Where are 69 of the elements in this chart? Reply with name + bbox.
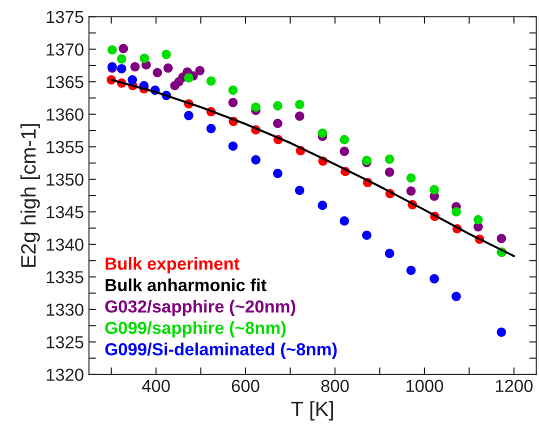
point [251,102,260,112]
point [228,86,238,95]
point [206,76,216,86]
point [452,207,461,216]
point [195,66,205,76]
text: G099/Si-delaminated (~8nm) [105,342,337,359]
point [118,44,128,54]
point [294,186,304,196]
point [116,64,126,74]
point [318,200,328,210]
point [163,63,173,73]
point [294,112,304,121]
point [496,234,506,244]
point [228,141,238,151]
point [452,292,461,302]
y-tick-label: 1345 [46,206,84,218]
x-tick-label: 1200 [496,380,533,392]
point [152,68,162,78]
y-tick-label: 1325 [46,336,84,348]
y-tick-label: 1335 [46,271,84,284]
y-tick-label: 1360 [46,108,84,121]
point [318,128,328,138]
point [384,154,394,164]
x-tick-label: 1000 [406,380,444,392]
y-tick-label: 1355 [46,140,84,154]
point [406,173,416,183]
y-tick-label: 1365 [46,76,84,88]
point [294,100,304,110]
point [430,185,439,194]
point [430,274,439,284]
y-axis-title: E2g high [cm-1] [20,124,40,267]
point [496,328,506,337]
text: Bulk anharmonic fit [106,278,266,292]
point [362,230,372,240]
x-tick-label: 400 [142,380,170,392]
point [228,98,238,108]
point [273,118,282,128]
point [184,73,194,82]
y-tick-label: 1375 [46,10,84,24]
y-tick-label: 1350 [46,173,84,186]
point [340,146,350,156]
point [184,110,194,120]
point [273,168,282,178]
point [384,248,394,258]
point [128,75,137,84]
x-tick-label: 800 [321,380,349,392]
point [384,167,394,177]
point [406,186,416,196]
text: G099/sapphire (~8nm) [105,321,286,338]
point [340,216,350,226]
text: Bulk experiment [106,257,240,274]
text: G032/sapphire (~20nm) [105,300,296,316]
y-tick-label: 1370 [46,43,84,56]
x-axis-title: T [K] [291,401,333,420]
y-tick-label: 1320 [46,368,84,381]
point [406,266,416,276]
point [340,134,350,144]
y-tick-label: 1330 [46,304,84,316]
point [473,214,483,224]
point [130,62,140,72]
point [273,101,282,110]
point [206,124,216,134]
point [162,50,171,60]
point [108,45,117,55]
point [116,54,126,64]
point [140,54,150,63]
x-tick-label: 600 [232,380,260,392]
point [251,155,260,164]
y-tick-label: 1340 [46,238,84,251]
